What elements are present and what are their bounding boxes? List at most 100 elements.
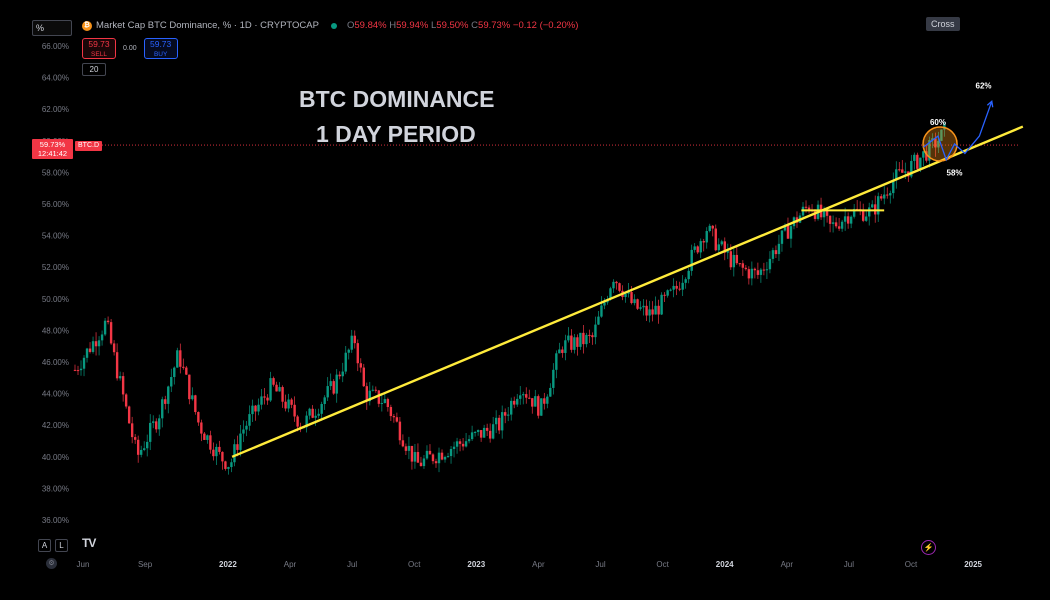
candle-body <box>371 389 375 391</box>
candle-body <box>846 216 850 224</box>
close-label: C <box>471 20 479 31</box>
symbol-search-box[interactable]: % <box>32 20 72 36</box>
candle-body <box>720 241 723 245</box>
candle-body <box>813 211 817 219</box>
candle-body <box>864 216 868 221</box>
candle-body <box>182 366 185 368</box>
candle-body <box>103 320 107 335</box>
candle-body <box>245 425 248 430</box>
candle-body <box>374 389 378 391</box>
candle-body <box>212 449 215 457</box>
x-tick-label: 2023 <box>467 560 485 569</box>
x-tick-label: Jul <box>595 560 605 569</box>
candle-body <box>464 441 468 447</box>
candle-body <box>491 424 495 439</box>
candle-body <box>115 352 119 379</box>
candle-body <box>837 226 841 229</box>
y-tick-label: 44.00% <box>42 390 69 399</box>
buy-button[interactable]: 59.73 BUY <box>143 38 178 59</box>
candle-body <box>185 367 188 375</box>
projection-arrow-head <box>986 100 994 108</box>
candle-body <box>849 216 853 224</box>
candle-body <box>904 171 907 173</box>
y-tick-label: 46.00% <box>42 358 69 367</box>
candle-body <box>85 348 89 358</box>
candle-body <box>296 416 299 427</box>
gear-icon[interactable]: ⚙ <box>46 558 57 569</box>
candle-body <box>446 456 450 458</box>
candle-body <box>200 422 203 434</box>
candle-body <box>594 324 597 338</box>
candle-body <box>895 169 898 181</box>
candle-body <box>786 225 790 239</box>
chart-title-line1: BTC DOMINANCE <box>299 86 495 112</box>
candle-body <box>729 251 733 268</box>
candle-body <box>470 432 474 440</box>
candle-body <box>73 369 77 371</box>
candle-body <box>564 340 567 353</box>
candle-body <box>546 396 549 404</box>
candle-body <box>807 207 811 210</box>
candle-body <box>573 337 576 350</box>
candle-body <box>100 334 104 341</box>
candle-body <box>642 305 645 308</box>
candle-body <box>203 433 206 440</box>
x-tick-label: 2025 <box>964 560 982 569</box>
candle-body <box>404 446 408 451</box>
legend-title[interactable]: Market Cap BTC Dominance, % · 1D · CRYPT… <box>96 20 319 31</box>
candle-body <box>543 398 546 404</box>
current-price-tag: 59.73% 12:41:42 <box>32 139 73 159</box>
candle-body <box>702 241 705 243</box>
sell-button[interactable]: 59.73 SELL <box>82 38 116 59</box>
candle-body <box>401 440 405 447</box>
volume-indicator[interactable]: 20 <box>82 63 106 76</box>
candle-body <box>136 439 140 455</box>
candle-body <box>934 138 937 148</box>
candle-body <box>867 207 871 217</box>
lightning-icon[interactable]: ⚡ <box>921 540 936 555</box>
candle-body <box>413 452 417 462</box>
y-tick-label: 52.00% <box>42 263 69 272</box>
buy-label: BUY <box>153 51 168 58</box>
market-status-icon[interactable] <box>330 22 337 29</box>
ohlc-values: O59.84% H59.94% L59.50% C59.73% −0.12 (−… <box>347 20 578 31</box>
candle-body <box>919 157 922 169</box>
candle-body <box>780 230 784 244</box>
tradingview-logo[interactable]: TV <box>82 536 96 550</box>
candle-body <box>305 415 308 428</box>
candle-body <box>124 394 128 407</box>
candle-body <box>431 454 435 462</box>
y-tick-label: 54.00% <box>42 232 69 241</box>
candle-body <box>678 288 681 290</box>
candle-body <box>627 292 630 294</box>
candle-body <box>558 349 561 354</box>
trendline[interactable] <box>231 125 1024 458</box>
candle-body <box>323 397 326 404</box>
level-58-label: 58% <box>947 169 963 178</box>
trade-buttons: 59.73 SELL 0.00 59.73 BUY <box>82 38 178 59</box>
candle-body <box>774 250 778 255</box>
candle-body <box>485 427 489 431</box>
candle-body <box>236 444 239 450</box>
y-tick-label: 58.00% <box>42 168 69 177</box>
candle-body <box>913 154 916 161</box>
auto-scale-toggle[interactable]: A <box>38 539 51 552</box>
candle-body <box>455 441 459 447</box>
highlight-circle[interactable] <box>922 126 958 162</box>
candle-body <box>600 305 603 317</box>
y-tick-label: 50.00% <box>42 295 69 304</box>
candle-body <box>326 386 329 398</box>
candle-body <box>188 374 191 400</box>
candle-body <box>263 396 266 398</box>
candle-body <box>822 211 826 218</box>
candle-body <box>94 341 98 347</box>
projection-path[interactable] <box>923 101 993 162</box>
candle-body <box>925 151 928 161</box>
x-tick-label: Oct <box>905 560 918 569</box>
candle-body <box>353 335 356 344</box>
candle-body <box>500 412 504 431</box>
log-scale-toggle[interactable]: L <box>55 539 68 552</box>
candle-body <box>425 450 429 459</box>
candle-body <box>380 403 384 405</box>
